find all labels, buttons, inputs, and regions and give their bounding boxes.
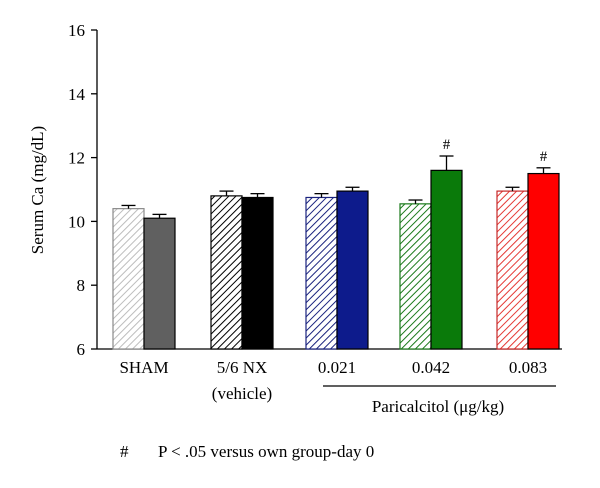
x-category-label: 0.083 [509,358,547,377]
bar-final-0 [143,217,176,350]
bar-day0-1 [210,195,243,350]
x-category-label: 0.021 [318,358,356,377]
labels: # # SHAM 5/6 NX (vehicle) 0.021 0.042 0.083 [119,137,547,403]
bar-day0-4 [496,190,529,350]
x-category-label: 5/6 NX [217,358,268,377]
bar-day0-2 [305,196,338,350]
footnote-text: P < .05 versus own group-day 0 [158,442,375,461]
significance-marker: # [443,137,451,153]
y-tick-label: 6 [77,340,86,359]
bar-chart: 6 8 10 12 14 16 # # SHAM 5/6 NX (vehicle) 0.021 0.0… [28,21,562,416]
x-category-label: SHAM [119,358,168,377]
bar-final-1 [241,196,274,350]
footnote-symbol: # [120,442,129,461]
y-tick-label: 16 [68,21,85,40]
group-label: Paricalcitol (μg/kg) [372,397,504,416]
y-axis-title: Serum Ca (mg/dL) [28,126,47,254]
bar-day0-3 [399,203,432,350]
x-category-label: 0.042 [412,358,450,377]
bar-final-4 [527,172,560,350]
y-tick-label: 10 [68,212,85,231]
bar-day0-0 [112,208,145,350]
x-category-label: (vehicle) [212,384,272,403]
bar-final-3 [430,169,463,350]
significance-marker: # [540,149,548,165]
y-tick-label: 12 [68,149,85,168]
y-tick-label: 14 [68,85,86,104]
y-tick-label: 8 [77,276,86,295]
footnote: # P < .05 versus own group-day 0 [120,442,374,462]
bar-final-2 [336,190,369,350]
bars [112,155,560,350]
